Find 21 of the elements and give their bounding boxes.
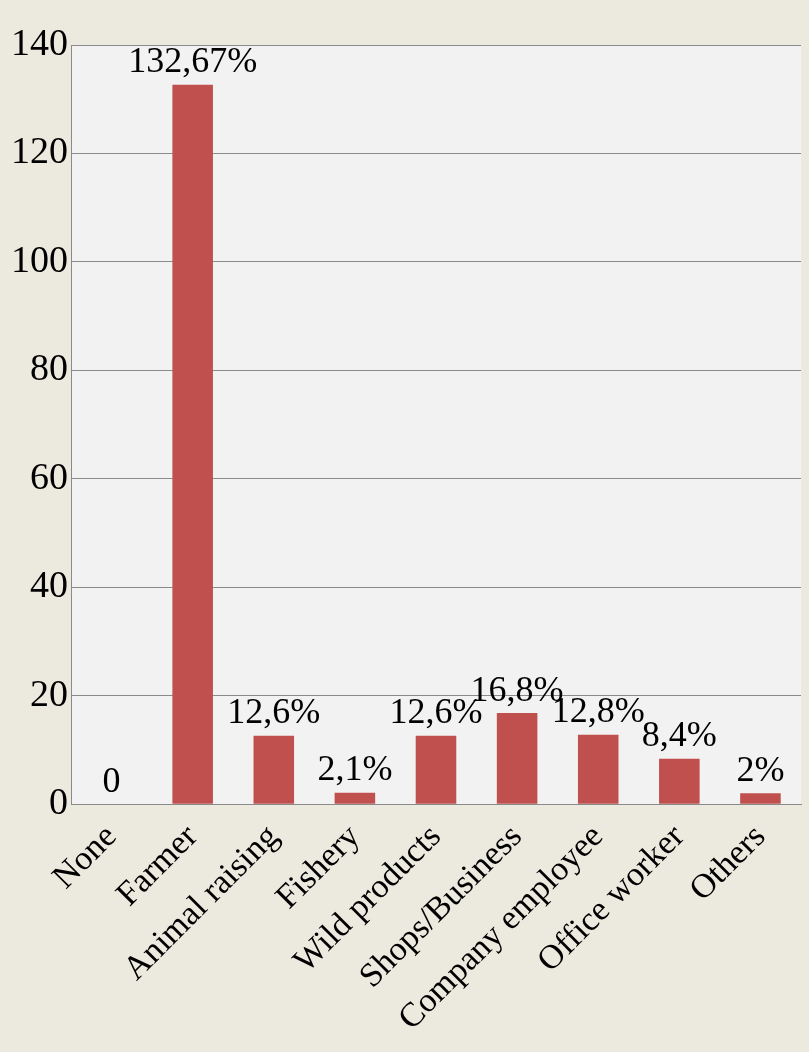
y-tick-label: 40 [30, 563, 68, 606]
y-tick-label: 80 [30, 346, 68, 389]
bar [172, 84, 213, 804]
bar [334, 792, 376, 804]
bar [496, 713, 538, 804]
bar [253, 735, 295, 804]
bar [415, 735, 457, 804]
y-tick-label: 20 [30, 671, 68, 714]
data-label: 2,1% [317, 748, 393, 789]
data-label: 0 [102, 759, 121, 800]
y-tick-label: 120 [11, 129, 68, 172]
bar [740, 793, 781, 804]
data-label: 132,67% [128, 40, 258, 81]
y-tick-label: 0 [49, 780, 68, 823]
bar [577, 734, 619, 804]
data-label: 12,6% [227, 691, 321, 732]
y-tick-label: 140 [11, 20, 68, 63]
y-tick-label: 60 [30, 454, 68, 497]
bar [659, 758, 700, 804]
data-label: 2% [736, 748, 785, 789]
y-tick-label: 100 [11, 237, 68, 280]
